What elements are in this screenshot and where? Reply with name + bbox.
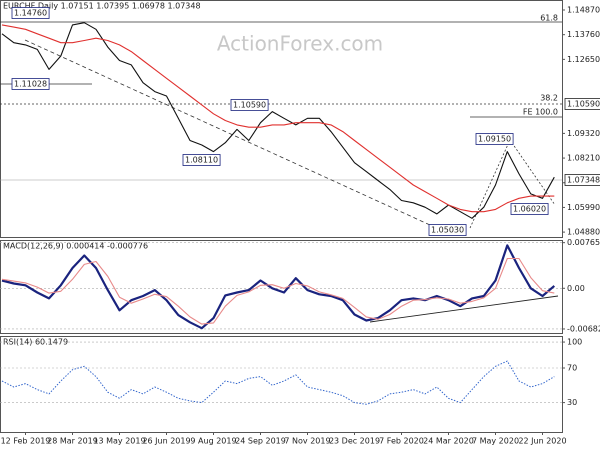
annotation: 1.05030 (431, 226, 464, 235)
annotation: 1.10590 (233, 101, 266, 110)
annotation: 1.14760 (14, 9, 47, 18)
y-tick-label: 0.00 (567, 284, 585, 293)
annotation-box (230, 99, 269, 111)
x-tick-label: 7 Nov 2019 (284, 437, 330, 446)
y-tick-label: 100 (567, 338, 582, 347)
series-line (1, 22, 555, 219)
y-tick-label: 1.05990 (567, 203, 600, 212)
panel-title: RSI(14) 60.1479 (3, 338, 68, 347)
y-tick-label: 1.04880 (567, 228, 600, 237)
annotation-box (11, 7, 50, 19)
annotation-box (11, 78, 50, 90)
x-tick-label: 28 Mar 2019 (47, 437, 98, 446)
annotation: 1.08110 (185, 156, 218, 165)
x-tick-label: 24 Sep 2019 (235, 437, 286, 446)
x-tick-label: 22 Jun 2020 (518, 437, 566, 446)
y-tick-label: 1.14870 (567, 6, 600, 15)
y-tick-label: 1.08210 (567, 154, 600, 163)
rsi-panel (0, 336, 563, 433)
y-tick-label: 1.13760 (567, 30, 600, 39)
x-tick-label: 26 Jun 2019 (142, 437, 190, 446)
macd-trend-line (369, 295, 559, 323)
x-tick-label: 23 Dec 2019 (329, 437, 380, 446)
y-tick-label: 30 (567, 398, 577, 407)
price-panel (0, 0, 563, 238)
annotation: 1.07348 (567, 176, 600, 185)
series-line (1, 257, 555, 325)
annotation-box (510, 203, 549, 215)
x-tick-label: 7 Feb 2020 (379, 437, 424, 446)
series-line (1, 244, 556, 330)
annotation-box (182, 154, 221, 166)
annotation-box (564, 174, 600, 186)
watermark: ActionForex.com (217, 32, 383, 56)
annotation-box (428, 224, 467, 236)
y-tick-label: 0.007655 (567, 238, 600, 247)
annotation-box (475, 133, 514, 145)
y-tick-label: 1.12650 (567, 55, 600, 64)
annotation: 61.8 (540, 14, 558, 23)
y-tick-label: -0.006822 (567, 324, 600, 333)
x-tick-label: 7 May 2020 (472, 437, 519, 446)
x-tick-label: 13 May 2019 (93, 437, 145, 446)
series-line (1, 360, 555, 405)
y-tick-label: 70 (567, 364, 577, 373)
y-tick-label: 1.09320 (567, 129, 600, 138)
annotation-box (564, 98, 600, 110)
series-line (1, 24, 555, 213)
annotation: 1.06020 (513, 205, 546, 214)
panel-title: MACD(12,26,9) 0.000414 -0.000776 (3, 242, 148, 251)
trend-line (24, 39, 431, 226)
x-tick-label: 9 Aug 2019 (190, 437, 236, 446)
annotation: 1.10590 (567, 100, 600, 109)
x-tick-label: 24 Mar 2020 (423, 437, 474, 446)
annotation: 38.2 (540, 94, 558, 103)
annotation: 1.09150 (478, 135, 511, 144)
x-tick-label: 12 Feb 2019 (1, 437, 51, 446)
chart-title: EURCHF,Daily 1.07151 1.07395 1.06978 1.0… (3, 2, 201, 11)
annotation: FE 100.0 (523, 108, 558, 117)
annotation: 1.11028 (14, 80, 47, 89)
